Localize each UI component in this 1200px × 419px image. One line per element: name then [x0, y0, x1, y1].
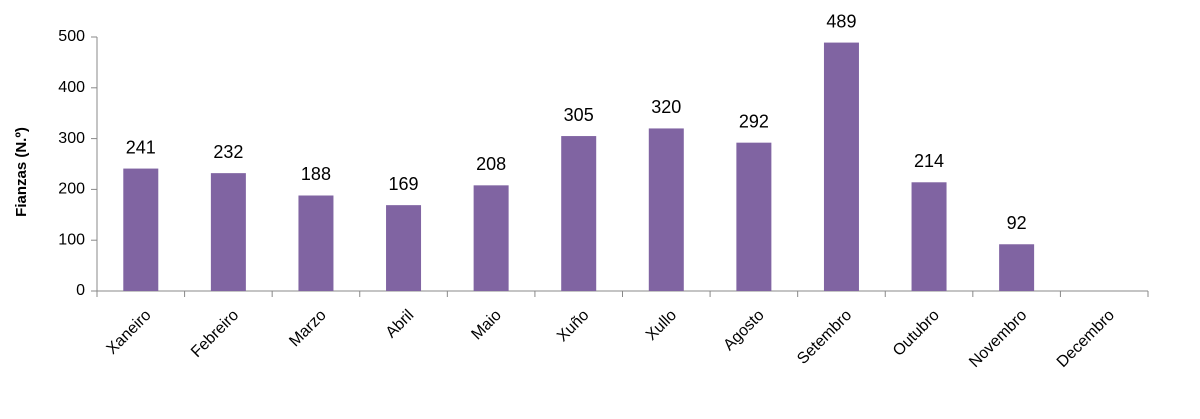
bar: [911, 182, 947, 291]
x-tick-label: Xuño: [554, 307, 593, 346]
value-label: 214: [914, 151, 944, 171]
x-tick-label: Marzo: [286, 307, 330, 351]
bar: [823, 42, 859, 292]
value-label: 188: [301, 164, 331, 184]
bar: [473, 185, 509, 291]
x-tick-label: Setembro: [794, 307, 855, 368]
value-label: 92: [1007, 213, 1027, 233]
bar: [648, 128, 684, 291]
value-label: 241: [126, 137, 156, 157]
x-tick-label: Xaneiro: [104, 307, 155, 358]
y-tick-label: 200: [58, 181, 85, 198]
bar: [736, 142, 772, 291]
x-tick-label: Outubro: [890, 307, 943, 360]
value-label: 232: [213, 142, 243, 162]
y-tick-label: 300: [58, 130, 85, 147]
x-tick-label: Agosto: [720, 307, 767, 354]
x-tick-label: Novembro: [966, 307, 1030, 371]
x-tick-label: Maio: [468, 307, 505, 344]
bar: [210, 173, 246, 291]
value-label: 320: [651, 97, 681, 117]
x-tick-label: Abril: [383, 307, 418, 342]
y-tick-label: 0: [76, 282, 85, 299]
x-tick-label: Xullo: [643, 307, 680, 344]
bar: [386, 205, 422, 291]
value-label: 489: [826, 11, 856, 31]
value-label: 169: [389, 174, 419, 194]
bar: [298, 195, 334, 291]
y-tick-label: 500: [58, 28, 85, 45]
bar: [561, 136, 597, 291]
y-axis-label: Fianzas (N.º): [13, 127, 30, 217]
bar: [999, 244, 1035, 291]
y-tick-label: 100: [58, 231, 85, 248]
y-tick-label: 400: [58, 79, 85, 96]
x-tick-label: Febreiro: [188, 307, 242, 361]
value-label: 305: [564, 105, 594, 125]
bar: [123, 168, 159, 291]
x-tick-label: Decembro: [1054, 307, 1118, 371]
value-label: 208: [476, 154, 506, 174]
value-label: 292: [739, 111, 769, 131]
